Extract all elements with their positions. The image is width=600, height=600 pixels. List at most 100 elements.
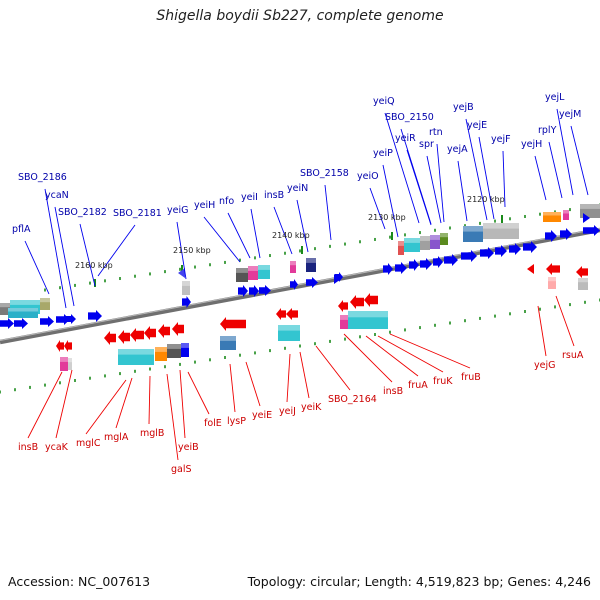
tick-mark: [299, 344, 301, 348]
forward-gene-arrow: [409, 259, 419, 271]
reverse-label-line: [27, 371, 63, 439]
forward-gene-arrow: [444, 254, 458, 266]
reverse-label-line: [365, 335, 419, 377]
page-title: Shigella boydii Sb227, complete genome: [156, 8, 444, 24]
tick-mark: [59, 381, 61, 385]
gene-block: [155, 347, 167, 361]
tick-mark: [44, 288, 46, 292]
tick-mark: [479, 316, 481, 320]
tick-mark: [449, 321, 451, 325]
gene-block: [404, 238, 420, 252]
reverse-label-line: [187, 371, 210, 415]
reverse-gene-label: insB: [383, 386, 403, 397]
reverse-gene-label: insB: [18, 442, 38, 453]
reverse-gene-arrow: [64, 340, 72, 352]
tick-mark: [584, 300, 586, 304]
reverse-label-line: [229, 363, 236, 413]
tick-mark: [0, 390, 1, 394]
tick-mark: [284, 251, 286, 255]
tick-mark: [104, 279, 106, 283]
gene-block-shine: [563, 210, 569, 214]
forward-gene-arrow: [0, 318, 14, 329]
reverse-gene-arrow: [364, 293, 378, 307]
forward-label-line: [426, 155, 442, 224]
scale-label: 2130 kbp: [368, 213, 406, 222]
forward-label-line: [556, 108, 574, 196]
gene-block: [578, 278, 588, 290]
tick-mark: [89, 281, 91, 285]
forward-label-line: [570, 125, 589, 196]
forward-label-line: [548, 141, 563, 199]
gene-block: [278, 325, 300, 341]
reverse-label-line: [389, 333, 471, 369]
gene-block: [258, 265, 270, 279]
forward-gene-label: yeiQ: [373, 96, 395, 107]
forward-gene-arrow: [88, 310, 102, 322]
forward-label-line: [250, 208, 261, 259]
tick-mark: [344, 242, 346, 246]
forward-gene-label: nfo: [219, 196, 234, 207]
forward-gene-label: yeiH: [194, 200, 215, 211]
reverse-gene-label: yeiK: [301, 402, 322, 413]
forward-gene-arrow: [334, 274, 341, 284]
gene-block-shine: [182, 281, 190, 286]
tick-mark: [539, 212, 541, 216]
reverse-gene-arrow: [576, 266, 588, 278]
forward-gene-label: yejA: [447, 144, 468, 155]
forward-gene-arrow: [306, 277, 318, 288]
forward-label-line: [384, 112, 420, 224]
reverse-gene-label: folE: [204, 418, 222, 429]
scale-tick: [391, 232, 393, 240]
tick-mark: [314, 342, 316, 346]
reverse-label-line: [555, 295, 575, 347]
reverse-gene-label: fruA: [408, 380, 428, 391]
gene-block-shine: [440, 233, 448, 238]
forward-gene-arrow: [395, 262, 407, 274]
forward-gene-label: yeiO: [357, 171, 379, 182]
tick-mark: [449, 226, 451, 230]
tick-mark: [404, 328, 406, 332]
forward-label-line: [176, 221, 187, 280]
gene-block: [548, 277, 556, 289]
gene-block: [543, 212, 561, 222]
gene-block-shine: [40, 298, 50, 303]
gene-block-shine: [181, 343, 189, 348]
forward-gene-arrow: [545, 230, 557, 242]
forward-gene-arrow: [509, 243, 521, 255]
gene-block-shine: [430, 235, 440, 240]
gene-block: [290, 261, 296, 273]
tick-mark: [479, 221, 481, 225]
gene-block-shine: [68, 358, 72, 363]
forward-gene-label: yejM: [559, 109, 581, 120]
gene-block-shine: [60, 357, 68, 362]
forward-gene-arrow: [523, 241, 537, 253]
forward-label-line: [227, 212, 251, 259]
tick-mark: [419, 326, 421, 330]
tick-mark: [209, 358, 211, 362]
tick-mark: [359, 335, 361, 339]
forward-gene-label: SBO_2150: [385, 112, 434, 123]
forward-label-line: [382, 164, 399, 238]
reverse-gene-arrow: [338, 300, 348, 312]
tick-mark: [389, 235, 391, 239]
reverse-gene-label: galS: [171, 464, 192, 475]
tick-mark: [464, 224, 466, 228]
tick-mark: [149, 367, 151, 371]
reverse-label-line: [166, 373, 179, 461]
tick-mark: [119, 277, 121, 281]
gene-block-shine: [548, 277, 556, 282]
forward-gene-label: yeiP: [373, 148, 393, 159]
tick-mark: [374, 333, 376, 336]
gene-block-shine: [578, 278, 588, 283]
tick-mark: [224, 356, 226, 359]
reverse-gene-label: yeiB: [178, 442, 199, 453]
forward-gene-label: yeiG: [167, 205, 188, 216]
gene-block: [167, 344, 181, 358]
reverse-label-line: [286, 353, 291, 403]
reverse-gene-arrow: [104, 331, 116, 345]
forward-gene-label: pflA: [12, 224, 31, 235]
gene-block-shine: [155, 347, 167, 352]
forward-gene-arrow: [238, 285, 248, 297]
